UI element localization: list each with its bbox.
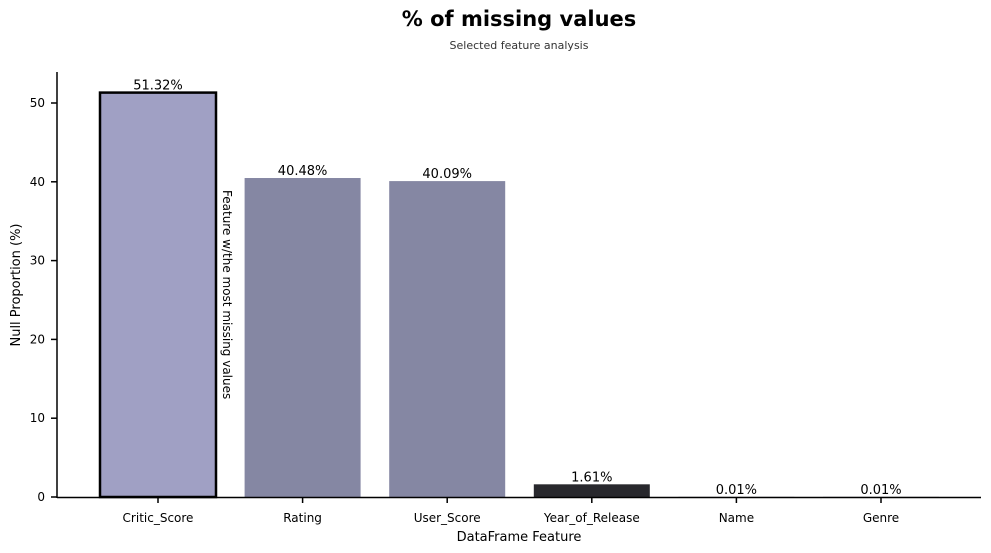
data-label-genre: 0.01% [860,483,901,498]
x-tick-label: Name [719,511,754,525]
x-tick-label: Year_of_Release [543,511,640,525]
bar-critic-score [98,91,218,499]
y-ticks-group: 0 10 20 30 40 50 [30,96,57,504]
bar-rating [244,178,361,498]
bar-year-of-release [533,484,650,497]
annotation-most-missing: Feature w/the most missing values [220,190,234,399]
data-label-name: 0.01% [716,483,757,498]
chart-subtitle: Selected feature analysis [450,39,589,52]
x-tick-label: Critic_Score [123,511,194,525]
bars-group [98,91,939,499]
x-ticks-group: Critic_Score Rating User_Score Year_of_Rele… [123,497,899,525]
y-tick-label: 0 [37,490,45,504]
y-tick-label: 10 [30,411,45,425]
x-tick-label: Genre [863,511,899,525]
y-tick-label: 50 [30,96,45,110]
data-label-rating: 40.48% [278,164,328,179]
x-tick-label: User_Score [414,511,481,525]
y-axis-label: Null Proportion (%) [9,223,24,346]
data-label-critic-score: 51.32% [133,79,183,94]
y-tick-label: 40 [30,175,45,189]
bar-user-score [389,181,506,497]
chart-title: % of missing values [402,7,637,31]
x-axis-label: DataFrame Feature [457,530,582,545]
y-tick-label: 20 [30,332,45,346]
x-tick-label: Rating [283,511,322,525]
data-label-user-score: 40.09% [422,167,472,182]
data-labels-group: 51.32% 40.48% 40.09% 1.61% 0.01% 0.01% [133,79,901,498]
y-tick-label: 30 [30,254,45,268]
data-label-year-of-release: 1.61% [571,470,612,485]
